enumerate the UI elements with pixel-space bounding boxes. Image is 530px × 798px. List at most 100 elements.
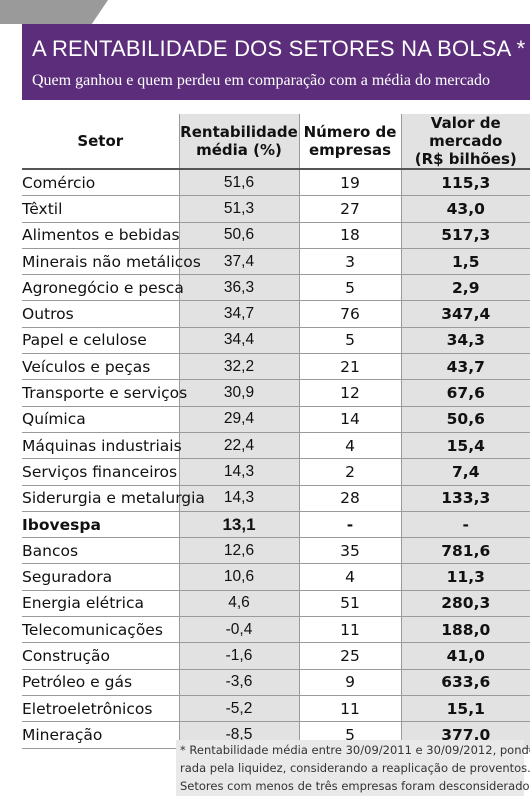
company-count-cell: -: [299, 511, 402, 539]
footnote-line: Setores com menos de três empresas foram…: [180, 779, 530, 793]
sector-name-cell: Serviços financeiros: [22, 458, 180, 486]
company-count-cell: 11: [299, 695, 402, 723]
company-count-cell: 5: [299, 274, 402, 302]
return-cell: 37,4: [179, 248, 300, 276]
company-count-cell: 21: [299, 353, 402, 381]
column-header-line: (R$ bilhões): [414, 150, 517, 168]
table-row: Ibovespa 13,1- -: [22, 511, 530, 539]
market-value-cell: 34,3: [401, 327, 530, 355]
table-row: Alimentos e bebidas 50,6 18 517,3: [22, 222, 530, 249]
return-cell: 13,1: [179, 511, 300, 539]
return-cell: 51,3: [179, 195, 300, 223]
market-value-cell: 347,4: [401, 300, 530, 328]
table-row: Energia elétrica 4,6 51 280,3: [22, 590, 530, 618]
table-row: Eletroeletrônicos -5,2 11 15,1: [22, 695, 530, 723]
sector-name-cell: Comércio: [22, 169, 180, 197]
sector-returns-table: Setor Rentabilidade média (%) Número de em…: [22, 114, 530, 749]
market-value-cell: 1,5: [401, 248, 530, 276]
return-cell: 10,6: [179, 563, 300, 591]
sector-name-cell: Mineração: [22, 721, 180, 749]
market-value-cell: 2,9: [401, 274, 530, 302]
table-row: Minerais não metálicos 37,4 3 1,5: [22, 248, 530, 276]
table-row: Química 29,4 14 50,6: [22, 406, 530, 433]
company-count-cell: 27: [299, 195, 402, 223]
market-value-cell: 43,7: [401, 353, 530, 381]
market-value-cell: -: [401, 511, 530, 539]
table-row: Construção -1,6 25 41,0: [22, 642, 530, 670]
return-cell: -5,2: [179, 695, 300, 723]
return-cell: 34,4: [179, 327, 300, 355]
company-count-cell: 35: [299, 537, 402, 565]
column-header-line: média (%): [196, 141, 282, 159]
table-row: Agronegócio e pesca 36,3 5 2,9: [22, 274, 530, 302]
company-count-cell: 9: [299, 669, 402, 696]
sector-name-cell: Máquinas industriais: [22, 432, 182, 460]
column-header-line: Rentabilidade: [180, 123, 298, 141]
table-row: Petróleo e gás -3,6 9 633,6: [22, 669, 530, 696]
company-count-cell: 5: [299, 327, 402, 355]
company-count-cell: 14: [299, 406, 402, 433]
column-header-line: Setor: [77, 132, 124, 150]
market-value-cell: 517,3: [401, 222, 530, 249]
return-cell: 50,6: [179, 222, 300, 249]
table-row: Outros 34,7 76 347,4: [22, 300, 530, 328]
company-count-cell: 4: [299, 432, 402, 460]
column-header-setor: Setor: [22, 114, 180, 170]
company-count-cell: 28: [299, 485, 402, 512]
sector-name-cell: Transporte e serviços: [22, 379, 187, 407]
table-body: Comércio 51,6 19 115,3 Têxtil 51,3 27 43,0 Alime…: [22, 169, 530, 749]
return-cell: -1,6: [179, 642, 300, 670]
column-header-numero-empresas: Número de empresas: [299, 114, 402, 170]
sector-name-cell: Agronegócio e pesca: [22, 274, 184, 302]
return-cell: 29,4: [179, 406, 300, 433]
footnote: * Rentabilidade média entre 30/09/2011 e…: [176, 740, 530, 796]
market-value-cell: 43,0: [401, 195, 530, 223]
table-row: Transporte e serviços 30,9 12 67,6: [22, 379, 530, 407]
sector-name-cell: Química: [22, 406, 180, 433]
return-cell: 4,6: [179, 590, 300, 618]
return-cell: 36,3: [179, 274, 300, 302]
return-cell: 34,7: [179, 300, 300, 328]
sector-name-cell: Telecomunicações: [22, 616, 180, 644]
company-count-cell: 51: [299, 590, 402, 618]
sector-name-cell: Alimentos e bebidas: [22, 222, 180, 249]
table-row: Telecomunicações -0,4 11 188,0: [22, 616, 530, 644]
market-value-cell: 50,6: [401, 406, 530, 433]
return-cell: -0,4: [179, 616, 300, 644]
footnote-line: * Rentabilidade média entre 30/09/2011 e…: [180, 743, 530, 757]
sector-name-cell: Construção: [22, 642, 180, 670]
column-header-line: Valor de mercado: [429, 114, 503, 150]
header-tab-decoration: [0, 0, 108, 24]
column-header-line: Número de: [303, 123, 397, 141]
company-count-cell: 4: [299, 563, 402, 591]
return-cell: -3,6: [179, 669, 300, 696]
market-value-cell: 41,0: [401, 642, 530, 670]
table-row: Comércio 51,6 19 115,3: [22, 169, 530, 197]
title-banner: A RENTABILIDADE DOS SETORES NA BOLSA * Q…: [22, 24, 530, 100]
company-count-cell: 18: [299, 222, 402, 249]
table-header-row: Setor Rentabilidade média (%) Número de em…: [22, 114, 530, 170]
sector-name-cell: Energia elétrica: [22, 590, 180, 618]
table-row: Papel e celulose 34,4 5 34,3: [22, 327, 530, 355]
sector-name-cell: Bancos: [22, 537, 180, 565]
company-count-cell: 2: [299, 458, 402, 486]
market-value-cell: 11,3: [401, 563, 530, 591]
sector-name-cell: Ibovespa: [22, 511, 180, 539]
market-value-cell: 133,3: [401, 485, 530, 512]
page-title: A RENTABILIDADE DOS SETORES NA BOLSA *: [32, 36, 526, 61]
column-header-valor-mercado: Valor de mercado (R$ bilhões): [401, 114, 530, 170]
market-value-cell: 67,6: [401, 379, 530, 407]
market-value-cell: 781,6: [401, 537, 530, 565]
company-count-cell: 11: [299, 616, 402, 644]
company-count-cell: 3: [299, 248, 402, 276]
return-cell: 51,6: [179, 169, 300, 197]
table-row: Máquinas industriais 22,4 4 15,4: [22, 432, 530, 460]
company-count-cell: 12: [299, 379, 402, 407]
sector-name-cell: Siderurgia e metalurgia: [22, 485, 205, 512]
footnote-line: rada pela liquidez, considerando a reapl…: [180, 761, 530, 775]
company-count-cell: 76: [299, 300, 402, 328]
sector-name-cell: Seguradora: [22, 563, 180, 591]
return-cell: 12,6: [179, 537, 300, 565]
sector-name-cell: Têxtil: [22, 195, 180, 223]
sector-name-cell: Petróleo e gás: [22, 669, 180, 696]
